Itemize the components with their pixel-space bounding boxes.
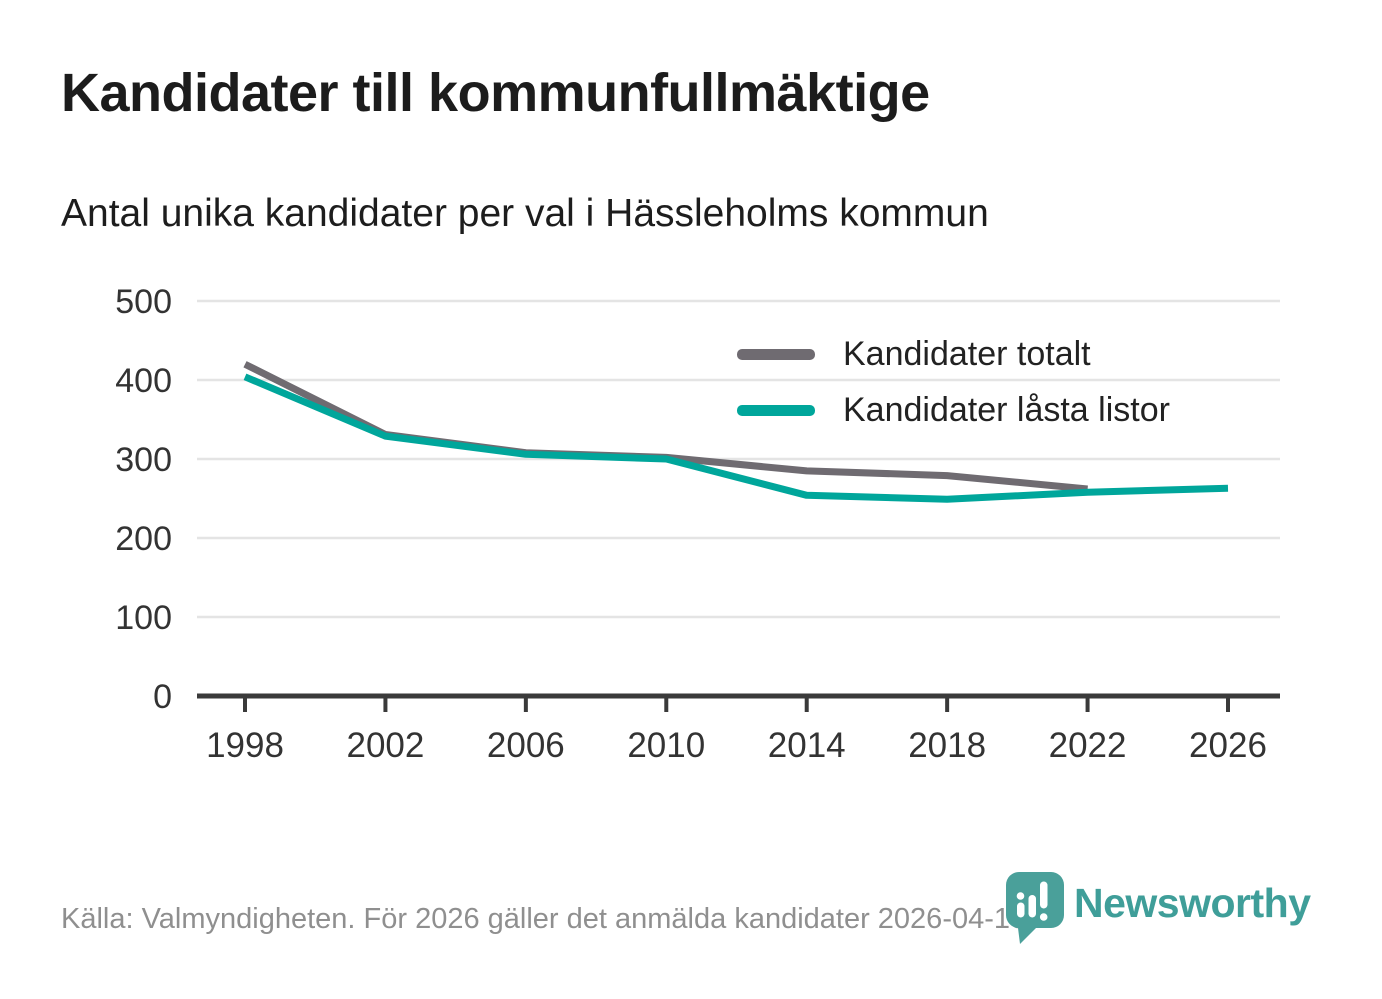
legend-label: Kandidater totalt (843, 334, 1091, 373)
x-tick-label: 1998 (206, 726, 284, 765)
legend-swatch-icon (737, 404, 815, 416)
newsworthy-logo[interactable]: Newsworthy (1006, 872, 1311, 944)
gridlines (197, 299, 1280, 619)
x-tick-label: 2010 (627, 726, 705, 765)
y-tick-label: 0 (153, 678, 172, 716)
x-tick-label: 2006 (487, 726, 565, 765)
legend-item-1: Kandidater låsta listor (737, 388, 1170, 432)
series-line-1 (243, 373, 1229, 503)
x-tick-label: 2002 (346, 726, 424, 765)
legend-item-0: Kandidater totalt (737, 332, 1170, 376)
x-tick-label: 2018 (908, 726, 986, 765)
x-tick-label: 2022 (1049, 726, 1127, 765)
x-tick-labels: 1998 2002 2006 2010 2014 2018 2022 2026 (206, 726, 1267, 765)
x-axis (197, 693, 1280, 712)
y-tick-label: 500 (115, 283, 172, 321)
source-note: Källa: Valmyndigheten. För 2026 gäller d… (61, 903, 1035, 935)
y-tick-labels: 0 100 200 300 400 500 (115, 283, 172, 716)
y-tick-label: 200 (115, 520, 172, 558)
chart-legend: Kandidater totalt Kandidater låsta listor (737, 332, 1170, 432)
chart-subtitle: Antal unika kandidater per val i Hässleh… (61, 192, 989, 235)
data-series (243, 361, 1229, 503)
x-tick-label: 2026 (1189, 726, 1267, 765)
legend-label: Kandidater låsta listor (843, 390, 1170, 429)
y-tick-label: 100 (115, 599, 172, 637)
newsworthy-pin-icon (1006, 872, 1064, 944)
x-tick-label: 2014 (768, 726, 846, 765)
legend-swatch-icon (737, 348, 815, 360)
chart-title: Kandidater till kommunfullmäktige (61, 63, 930, 123)
y-tick-label: 400 (115, 362, 172, 400)
newsworthy-wordmark: Newsworthy (1074, 880, 1311, 926)
y-tick-label: 300 (115, 441, 172, 479)
